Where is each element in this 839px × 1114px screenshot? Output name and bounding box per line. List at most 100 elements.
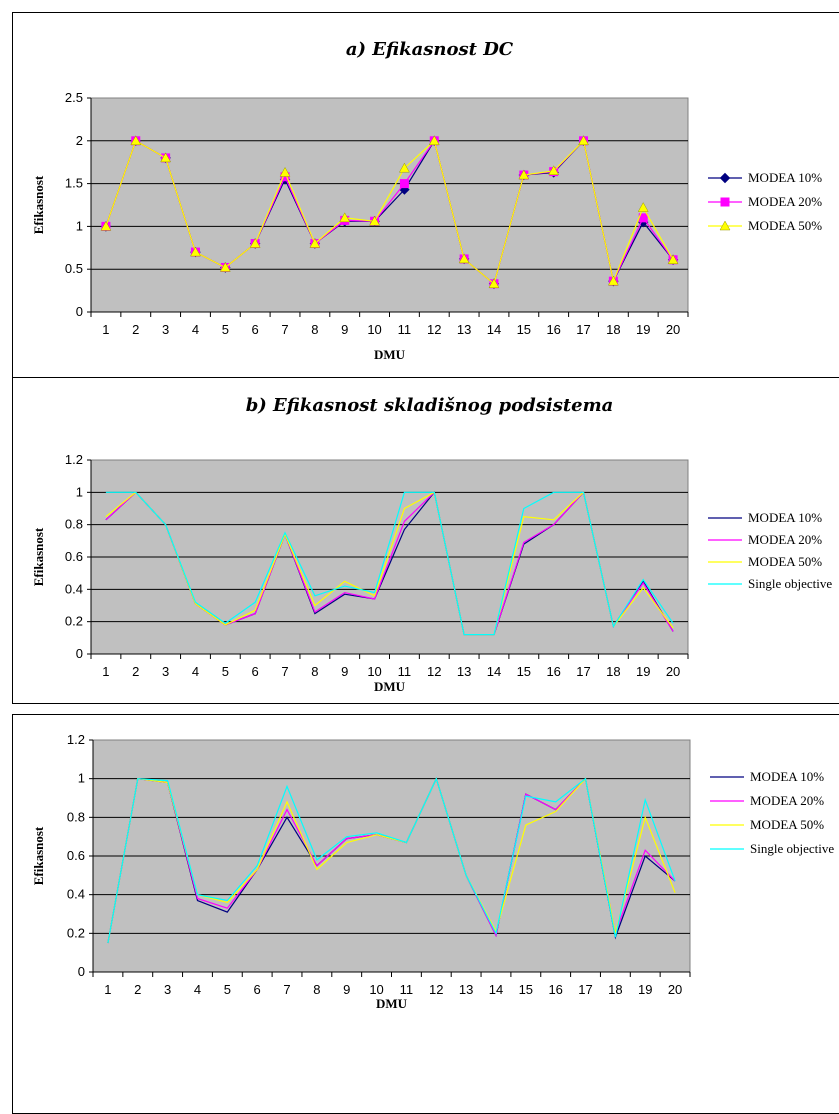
- x-tick-label: 8: [313, 982, 320, 997]
- x-tick-label: 4: [192, 664, 199, 679]
- legend-label: MODEA 20%: [748, 194, 822, 209]
- data-point: [667, 254, 679, 265]
- data-point: [720, 197, 730, 207]
- data-point: [399, 179, 409, 189]
- legend-label: MODEA 20%: [748, 532, 822, 547]
- data-point: [369, 215, 380, 226]
- data-point: [719, 220, 731, 231]
- x-tick-label: 19: [638, 982, 652, 997]
- x-tick-label: 4: [194, 982, 201, 997]
- y-tick-label: 2.5: [65, 90, 83, 105]
- chart-panel-b: b) Efikasnost skladišnog podsistema 0 0.2 0…: [12, 377, 839, 704]
- x-tick-label: 1: [102, 322, 109, 337]
- data-point: [100, 220, 112, 231]
- x-tick-label: 16: [546, 664, 560, 679]
- x-tick-label: 1: [102, 664, 109, 679]
- data-point: [160, 152, 172, 163]
- x-tick-label: 11: [400, 982, 414, 997]
- y-tick-label: 0.2: [67, 925, 85, 940]
- y-tick-label: 0: [76, 304, 83, 319]
- x-tick-label: 9: [341, 664, 348, 679]
- x-tick-label: 3: [162, 322, 169, 337]
- x-tick-label: 9: [341, 322, 348, 337]
- data-point: [458, 253, 470, 264]
- x-tick-label: 14: [487, 664, 501, 679]
- y-tick-label: 0: [78, 964, 85, 979]
- chart-b-svg: b) Efikasnost skladišnog podsistema 0 0.2 0…: [31, 395, 832, 694]
- x-tick-label: 16: [548, 982, 562, 997]
- y-tick-label: 0.2: [65, 614, 83, 629]
- x-axis-label: DMU: [376, 996, 408, 1011]
- x-tick-label: 14: [487, 322, 501, 337]
- x-tick-label: 18: [606, 664, 620, 679]
- data-point: [130, 135, 142, 146]
- series-line: [107, 777, 676, 944]
- x-axis-label: DMU: [374, 347, 406, 362]
- chart-title: a) Efikasnost DC: [346, 39, 514, 60]
- x-tick-label: 17: [576, 664, 590, 679]
- legend-label: MODEA 50%: [750, 817, 824, 832]
- x-tick-label: 6: [252, 322, 259, 337]
- data-point: [279, 166, 291, 177]
- y-axis-label: Efikasnost: [31, 175, 46, 234]
- y-tick-label: 0.4: [65, 581, 83, 596]
- x-tick-label: 19: [636, 322, 650, 337]
- chart-panel-a: a) Efikasnost DC 0 0.5 1 1.5 2 2.5 1 2 3 4 5 6 7 8 9 10 1…: [12, 12, 839, 378]
- x-tick-label: 3: [164, 982, 171, 997]
- legend-label: MODEA 50%: [748, 554, 822, 569]
- x-tick-label: 20: [668, 982, 682, 997]
- x-tick-label: 11: [398, 664, 412, 679]
- y-tick-label: 0.8: [65, 517, 83, 532]
- x-tick-label: 7: [281, 664, 288, 679]
- y-tick-label: 0.8: [67, 809, 85, 824]
- legend-label: Single objective: [750, 841, 834, 856]
- x-axis-label: DMU: [374, 679, 406, 694]
- data-point: [339, 212, 351, 223]
- y-tick-label: 1.2: [65, 452, 83, 467]
- series-line: [105, 139, 674, 285]
- data-point: [249, 238, 261, 248]
- x-tick-label: 7: [283, 982, 290, 997]
- x-tick-label: 8: [311, 664, 318, 679]
- x-tick-label: 13: [457, 664, 471, 679]
- series-line: [105, 491, 674, 636]
- chart-c-svg: c) Efikasnost transportnog podsistema00.…: [31, 732, 834, 1011]
- data-point: [578, 135, 589, 146]
- data-point: [309, 238, 321, 248]
- y-tick-label: 0.6: [67, 848, 85, 863]
- y-tick-label: 0.6: [65, 549, 83, 564]
- x-tick-label: 10: [369, 982, 383, 997]
- legend-label: MODEA 10%: [750, 769, 824, 784]
- legend-label: MODEA 20%: [750, 793, 824, 808]
- x-tick-label: 5: [222, 322, 229, 337]
- x-tick-label: 11: [398, 322, 412, 337]
- data-point: [190, 246, 201, 257]
- x-tick-label: 6: [254, 982, 261, 997]
- data-point: [219, 261, 231, 272]
- data-point: [637, 202, 649, 212]
- legend-label: Single objective: [748, 576, 832, 591]
- y-tick-label: 1.5: [65, 176, 83, 191]
- series-line: [105, 491, 674, 636]
- y-axis-label: Efikasnost: [31, 826, 46, 885]
- x-tick-label: 20: [666, 322, 680, 337]
- y-tick-label: 2: [76, 133, 83, 148]
- legend-label: MODEA 10%: [748, 510, 822, 525]
- x-tick-label: 2: [134, 982, 141, 997]
- x-tick-label: 18: [606, 322, 620, 337]
- x-tick-label: 10: [367, 664, 381, 679]
- y-axis-label: Efikasnost: [31, 527, 46, 586]
- x-tick-label: 7: [281, 322, 288, 337]
- data-point: [399, 162, 410, 173]
- x-tick-label: 17: [578, 982, 592, 997]
- data-point: [548, 165, 560, 176]
- x-tick-label: 3: [162, 664, 169, 679]
- x-tick-label: 12: [427, 664, 441, 679]
- legend-label: MODEA 50%: [748, 218, 822, 233]
- x-tick-label: 2: [132, 322, 139, 337]
- x-tick-label: 12: [427, 322, 441, 337]
- y-tick-label: 1.2: [67, 732, 85, 747]
- x-tick-label: 2: [132, 664, 139, 679]
- x-tick-label: 5: [224, 982, 231, 997]
